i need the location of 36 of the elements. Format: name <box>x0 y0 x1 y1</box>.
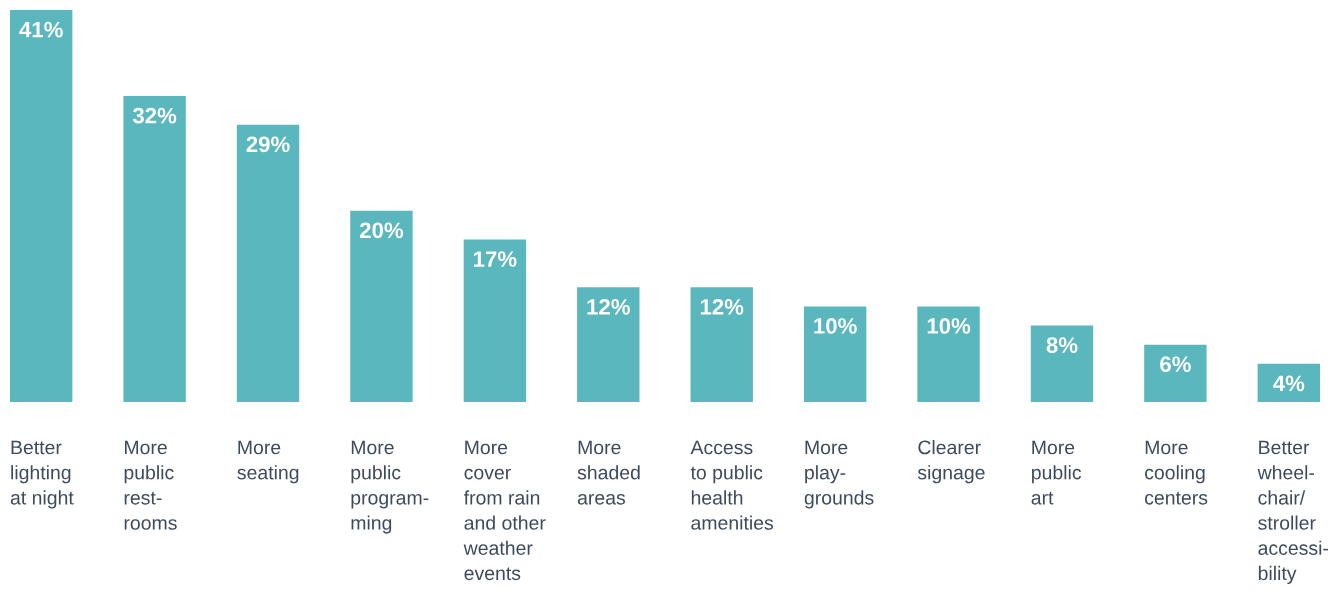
x-tick-label: Clearer signage <box>917 440 985 484</box>
data-label: 41% <box>19 21 63 38</box>
data-label: 6% <box>1160 356 1191 373</box>
bar <box>10 10 73 402</box>
x-tick-label: Better wheel- chair/ stroller accessi- bility <box>1257 440 1329 584</box>
bar <box>1257 363 1320 402</box>
bar <box>917 306 980 402</box>
bar <box>463 239 527 402</box>
x-tick-label: More public art <box>1031 440 1082 505</box>
data-label: 4% <box>1273 375 1305 392</box>
data-label: 10% <box>814 318 857 334</box>
data-label: 32% <box>132 107 177 124</box>
bar <box>236 124 300 402</box>
x-tick-label: Access to public health amenities <box>690 440 774 530</box>
bar <box>690 287 753 402</box>
bar <box>1030 325 1094 402</box>
data-label: 29% <box>246 136 290 153</box>
x-tick-label: More public rest- rooms <box>124 440 177 530</box>
x-tick-label: More seating <box>237 440 299 484</box>
x-tick-label: More cover from rain and other weather events <box>463 440 546 581</box>
data-label: 8% <box>1046 337 1078 353</box>
x-tick-label: More public program- ming <box>351 440 429 534</box>
x-tick-label: More shaded areas <box>577 440 640 505</box>
data-label: 17% <box>474 251 517 267</box>
bar <box>1144 344 1207 402</box>
bar <box>350 210 413 402</box>
x-tick-label: More cooling centers <box>1145 440 1208 505</box>
data-label: 12% <box>587 298 630 315</box>
bar <box>803 306 867 402</box>
bar <box>577 287 640 402</box>
data-label: 20% <box>359 222 404 239</box>
bar <box>123 96 186 402</box>
data-label: 10% <box>927 318 971 334</box>
x-tick-label: Better lighting at night <box>10 440 74 509</box>
data-label: 12% <box>700 298 744 315</box>
x-tick-label: More play- grounds <box>804 440 874 509</box>
